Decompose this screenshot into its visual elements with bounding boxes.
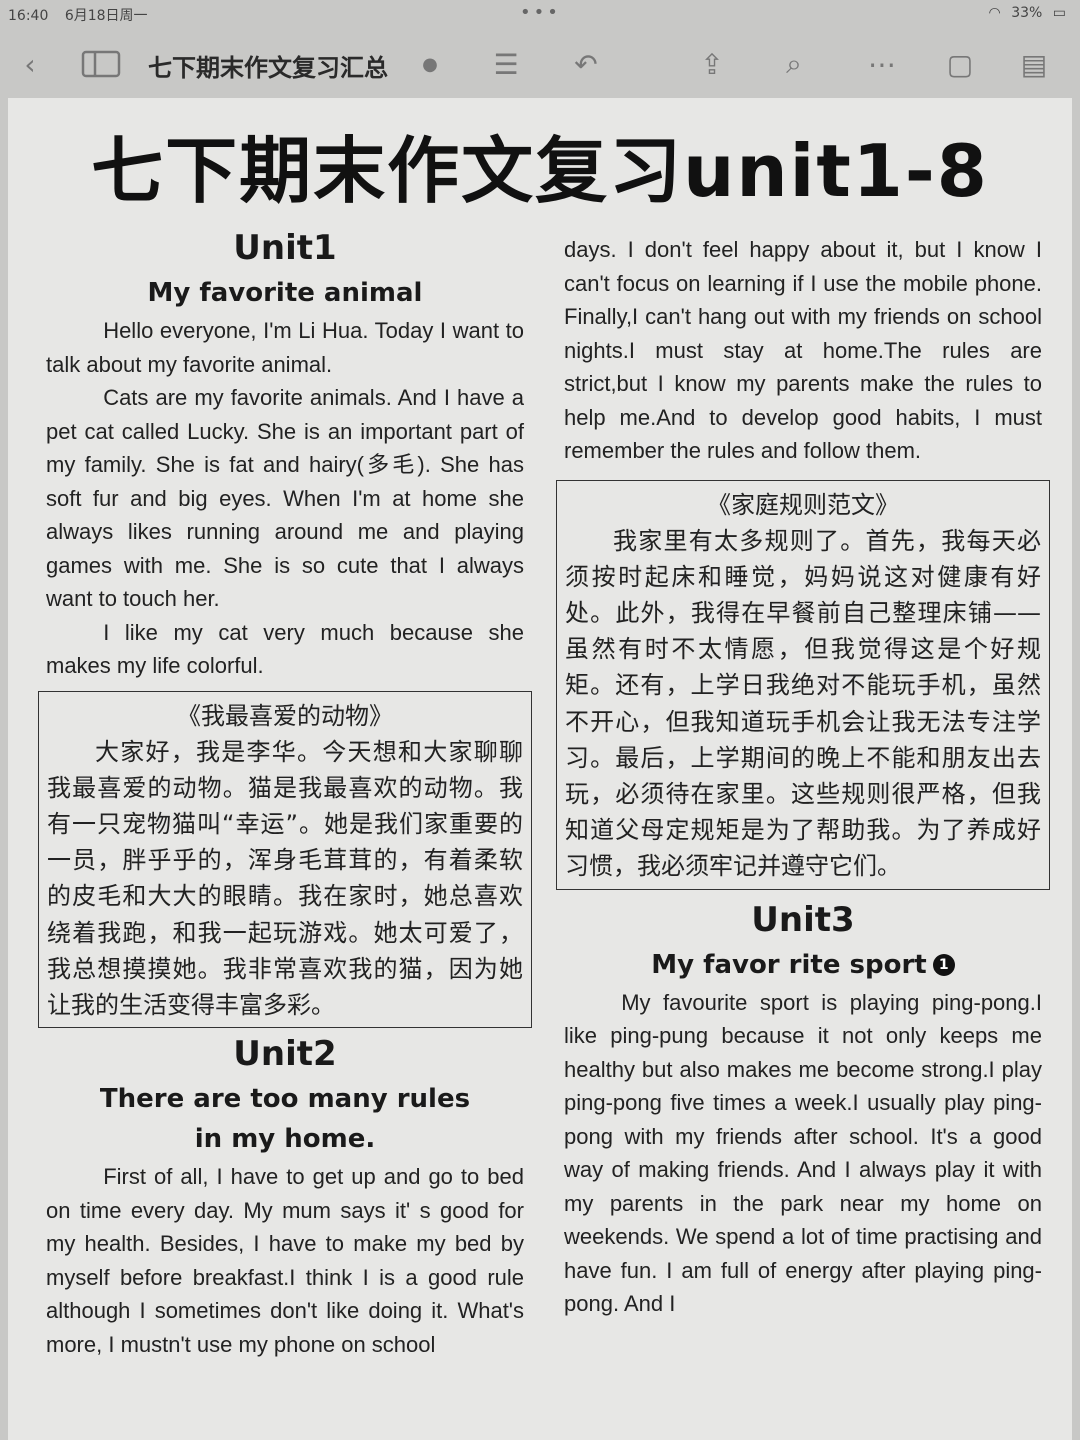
unit2-paragraph-left: First of all, I have to get up and go to… [46, 1164, 524, 1357]
multitasking-dots-icon[interactable]: ••• [520, 2, 561, 23]
more-icon[interactable]: ⋯ [868, 47, 896, 81]
unit2-essay-title-line1: There are too many rules [99, 1084, 471, 1115]
back-icon[interactable]: ‹ [24, 47, 36, 81]
unit2-essay-part1: First of all, I have to get up and go to… [46, 1160, 524, 1361]
unit3-paragraph: My favourite sport is playing ping-pong.… [564, 989, 1042, 1317]
right-column: days. I don't feel happy about it, but I… [556, 233, 1050, 1321]
dropdown-dot-icon[interactable]: ● [422, 53, 438, 75]
sidebar-icon[interactable] [78, 44, 124, 84]
status-date: 6月18日周一 [64, 8, 148, 24]
unit2-heading: Unit2 [233, 1034, 337, 1075]
share-icon[interactable]: ⇪ [700, 47, 724, 81]
unit2-essay-part2: days. I don't feel happy about it, but I… [564, 233, 1042, 468]
unit3-essay-title-row: My favor rite sport 1 [564, 946, 1042, 984]
list-icon[interactable]: ☰ [493, 47, 519, 81]
document-title[interactable]: 七下期末作文复习汇总 [148, 54, 388, 82]
unit1-translation-box: 《我最喜爱的动物》 大家好，我是李华。今天想和大家聊聊我最喜爱的动物。猫是我最喜… [38, 690, 532, 1029]
battery-percent: 33% [1011, 5, 1043, 21]
annotation-badge[interactable]: 1 [932, 954, 955, 977]
notes-icon[interactable]: ▤ [1020, 47, 1048, 81]
unit3-essay-title: My favor rite sport [651, 949, 927, 980]
page-title: 七下期末作文复习unit1-8 [91, 129, 989, 213]
search-icon[interactable]: ⌕ [786, 47, 802, 80]
unit1-essay: Hello everyone, I'm Li Hua. Today I want… [46, 314, 524, 683]
unit2-translation-box: 《家庭规则范文》 我家里有太多规则了。首先，我每天必须按时起床和睡觉，妈妈说这对… [556, 479, 1050, 890]
undo-icon[interactable]: ↶ [574, 47, 598, 81]
unit1-paragraph-3: I like my cat very much because she make… [46, 619, 524, 679]
status-time: 16:40 [8, 8, 49, 24]
left-column: Unit1 My favorite animal Hello everyone,… [38, 228, 532, 1361]
wifi-icon: ◠ [988, 5, 1001, 21]
unit1-heading: Unit1 [233, 228, 337, 268]
unit2-essay-title-line2: in my home. [194, 1124, 376, 1155]
battery-icon: ▭ [1052, 5, 1066, 21]
unit1-translation-title: 《我最喜爱的动物》 [177, 701, 393, 730]
pages-icon[interactable]: ▢ [946, 47, 974, 81]
unit3-heading: Unit3 [751, 899, 855, 940]
document-page: 七下期末作文复习unit1-8 Unit1 My favorite animal… [8, 98, 1072, 1440]
unit3-essay: My favourite sport is playing ping-pong.… [564, 986, 1042, 1321]
status-bar: 16:40 6月18日周一 ••• ◠ 33% ▭ [0, 0, 1080, 28]
toolbar: ‹ 七下期末作文复习汇总 ● ☰ ↶ ⇪ ⌕ ⋯ ▢ ▤ [0, 30, 1080, 98]
unit2-paragraph-right: days. I don't feel happy about it, but I… [564, 237, 1042, 463]
unit2-translation-title: 《家庭规则范文》 [707, 490, 899, 519]
unit1-translation-text: 大家好，我是李华。今天想和大家聊聊我最喜爱的动物。猫是我最喜欢的动物。我有一只宠… [47, 737, 523, 1019]
unit2-translation-text: 我家里有太多规则了。首先，我每天必须按时起床和睡觉，妈妈说这对健康有好处。此外，… [565, 526, 1041, 881]
unit1-paragraph-2: Cats are my favorite animals. And I have… [46, 385, 524, 611]
unit1-essay-title: My favorite animal [147, 278, 423, 308]
unit1-paragraph-1: Hello everyone, I'm Li Hua. Today I want… [46, 318, 524, 377]
